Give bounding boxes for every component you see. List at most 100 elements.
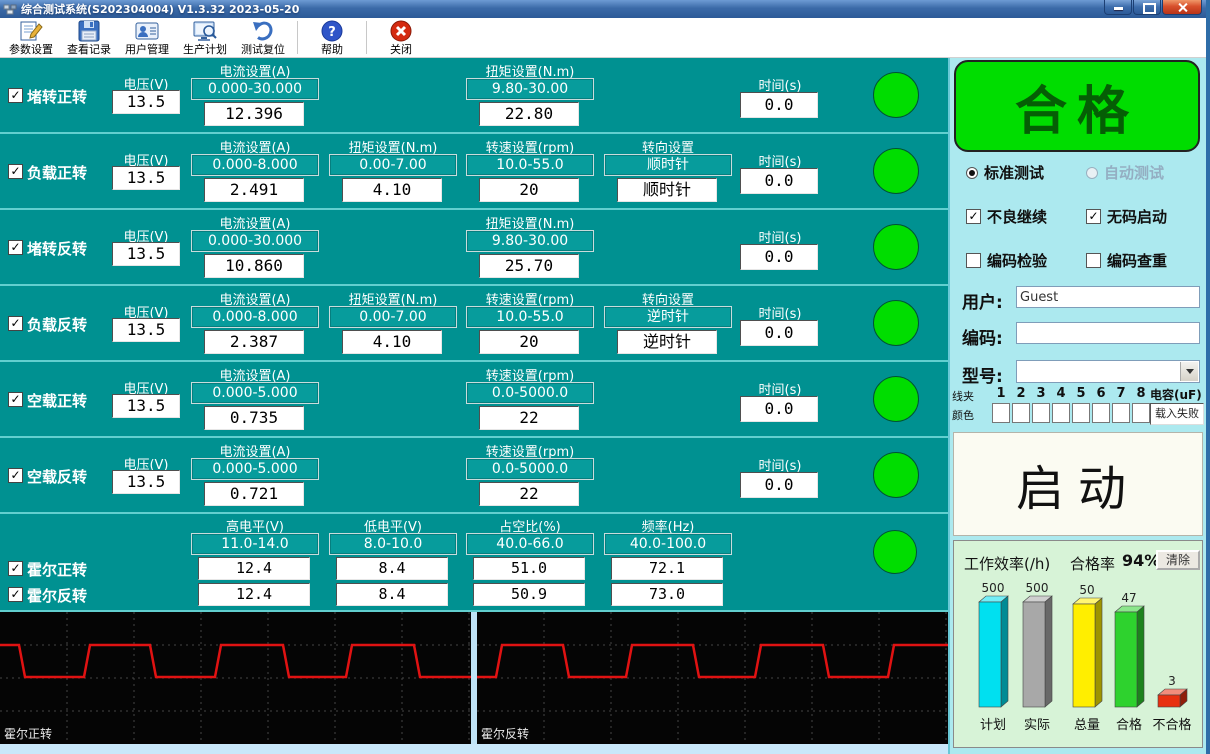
column-header: 电流设置(A) — [219, 217, 291, 232]
checkbox-icon[interactable]: ✓ — [966, 209, 981, 224]
voltage-label: 电压(V) — [123, 458, 169, 473]
toolbar-button-label: 关闭 — [390, 42, 412, 56]
chevron-down-icon[interactable] — [1180, 362, 1198, 381]
toolbar-production-plan-button[interactable]: 生产计划 — [176, 18, 234, 57]
column-header: 转向设置 — [641, 141, 694, 156]
toolbar-parameter-settings-button[interactable]: 参数设置 — [2, 18, 60, 57]
clamp-color-area: 线夹 颜色 1 2 3 4 5 6 7 8 电容(uF) 载入失败 — [950, 386, 1206, 428]
status-light — [873, 530, 917, 574]
option-checkbox-3[interactable]: 编码检验 — [966, 250, 1047, 271]
code-label: 编码: — [962, 329, 1003, 349]
range-box: 顺时针 — [604, 154, 732, 176]
clear-button[interactable]: 清除 — [1156, 550, 1200, 570]
row-enable-checkbox[interactable]: ✓ — [8, 587, 23, 602]
clamp-color-box — [1032, 403, 1050, 423]
close-button[interactable] — [1162, 0, 1202, 15]
column-header: 低电平(V) — [363, 520, 423, 535]
voltage-label: 电压(V) — [123, 154, 169, 169]
row-name: 负载反转 — [27, 316, 88, 334]
code-input[interactable] — [1016, 322, 1200, 344]
help-icon: ? — [320, 20, 344, 43]
column-header: 转速设置(rpm) — [485, 293, 575, 308]
toolbar-test-reset-button[interactable]: 测试复位 — [234, 18, 292, 57]
radio-icon[interactable] — [966, 166, 978, 179]
measured-value: 12.4 — [198, 583, 310, 606]
voltage-value: 13.5 — [112, 318, 180, 342]
status-light — [873, 72, 919, 118]
checkbox-icon[interactable] — [1086, 253, 1101, 268]
time-value: 0.0 — [740, 244, 818, 270]
model-field-row: 型号: — [962, 360, 1202, 387]
row-enable-checkbox[interactable]: ✓ — [8, 88, 23, 103]
toolbar-view-records-button[interactable]: 查看记录 — [60, 18, 118, 57]
row-enable-checkbox[interactable]: ✓ — [8, 164, 23, 179]
scope-label: 霍尔反转 — [481, 727, 530, 741]
maximize-button[interactable] — [1133, 0, 1161, 15]
test-row-3: ✓ 堵转反转 电压(V) 13.5 电流设置(A) 0.000-30.000 10.860 扭… — [0, 210, 948, 286]
toolbar-close-app-button[interactable]: 关闭 — [372, 18, 430, 57]
user-field-row: 用户: — [962, 286, 1202, 313]
stats-panel: 工作效率(/h) 合格率 94% 清除 500 计划 500 实际 50 总量 47 合格 3 不… — [953, 540, 1203, 748]
option-checkbox-4[interactable]: 编码查重 — [1086, 250, 1167, 271]
time-value: 0.0 — [740, 92, 818, 118]
clamp-color-box — [1012, 403, 1030, 423]
row-enable-checkbox[interactable]: ✓ — [8, 392, 23, 407]
column-header: 转向设置 — [641, 293, 694, 308]
time-label: 时间(s) — [758, 459, 802, 474]
row-enable-checkbox[interactable]: ✓ — [8, 561, 23, 576]
user-input[interactable] — [1016, 286, 1200, 308]
measured-value: 51.0 — [473, 557, 585, 580]
range-box: 0.0-5000.0 — [466, 458, 594, 480]
model-select[interactable] — [1016, 360, 1200, 383]
status-light — [873, 376, 919, 422]
column-header: 转速设置(rpm) — [485, 369, 575, 384]
start-button[interactable]: 启动 — [953, 432, 1203, 536]
toolbar-separator — [297, 21, 298, 54]
code-field-row: 编码: — [962, 322, 1202, 349]
column-header: 电流设置(A) — [219, 293, 291, 308]
scope-label: 霍尔正转 — [4, 727, 53, 741]
option-checkbox-1[interactable]: ✓ 不良继续 — [966, 206, 1047, 227]
option-label: 编码查重 — [1107, 252, 1168, 270]
measured-value: 0.735 — [204, 406, 304, 430]
measured-value: 20 — [479, 330, 579, 354]
mode-radio-2[interactable]: 自动测试 — [1086, 162, 1164, 183]
clamp-number: 6 — [1096, 386, 1106, 401]
range-box: 0.00-7.00 — [329, 154, 457, 176]
clamp-color-box — [1072, 403, 1090, 423]
measured-value: 12.4 — [198, 557, 310, 580]
voltage-label: 电压(V) — [123, 78, 169, 93]
toolbar: 参数设置 查看记录 用户管理 生产计划 测试复位 ? 帮助 关闭 — [0, 18, 1206, 58]
toolbar-button-label: 用户管理 — [125, 42, 169, 56]
column-header: 高电平(V) — [225, 520, 285, 535]
capacitance-label: 电容(uF) — [1150, 388, 1202, 402]
checkbox-icon[interactable] — [966, 253, 981, 268]
row-name: 堵转正转 — [27, 88, 88, 106]
time-label: 时间(s) — [758, 79, 802, 94]
range-box: 10.0-55.0 — [466, 154, 594, 176]
option-label: 编码检验 — [987, 252, 1048, 270]
row-enable-checkbox[interactable]: ✓ — [8, 316, 23, 331]
user-management-icon — [135, 20, 159, 43]
mode-radio-1[interactable]: 标准测试 — [966, 162, 1044, 183]
voltage-value: 13.5 — [112, 470, 180, 494]
toolbar-help-button[interactable]: ? 帮助 — [303, 18, 361, 57]
capacitance-status: 载入失败 — [1150, 403, 1204, 425]
toolbar-user-management-button[interactable]: 用户管理 — [118, 18, 176, 57]
measured-value: 22 — [479, 482, 579, 506]
range-box: 0.000-30.000 — [191, 230, 319, 252]
time-label: 时间(s) — [758, 155, 802, 170]
option-checkbox-2[interactable]: ✓ 无码启动 — [1086, 206, 1167, 227]
column-header: 扭矩设置(N.m) — [348, 293, 438, 308]
time-label: 时间(s) — [758, 307, 802, 322]
range-box: 8.0-10.0 — [329, 533, 457, 555]
color-label: 颜色 — [952, 409, 974, 422]
svg-text:500: 500 — [982, 581, 1005, 595]
minimize-button[interactable] — [1104, 0, 1132, 15]
clamp-number: 4 — [1056, 386, 1066, 401]
clamp-color-box — [1052, 403, 1070, 423]
radio-icon[interactable] — [1086, 166, 1098, 179]
row-enable-checkbox[interactable]: ✓ — [8, 240, 23, 255]
checkbox-icon[interactable]: ✓ — [1086, 209, 1101, 224]
row-enable-checkbox[interactable]: ✓ — [8, 468, 23, 483]
